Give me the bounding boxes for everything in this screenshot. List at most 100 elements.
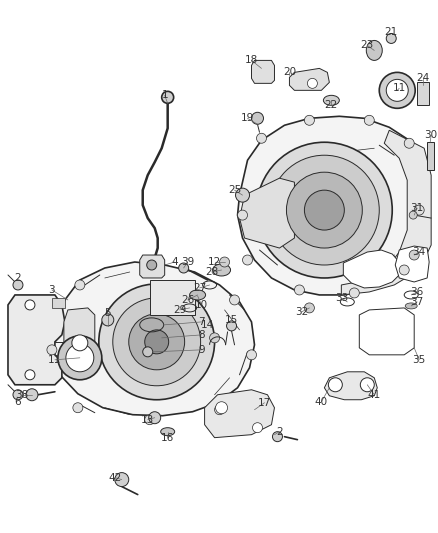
Text: 11: 11 xyxy=(392,83,406,93)
Circle shape xyxy=(25,300,35,310)
Text: 2: 2 xyxy=(276,427,283,437)
Circle shape xyxy=(149,411,161,424)
Text: 37: 37 xyxy=(410,297,424,307)
Polygon shape xyxy=(64,308,95,377)
Circle shape xyxy=(210,333,219,343)
Polygon shape xyxy=(395,246,429,282)
Circle shape xyxy=(272,432,283,442)
Ellipse shape xyxy=(212,264,230,276)
Ellipse shape xyxy=(113,298,201,386)
Text: 34: 34 xyxy=(413,247,426,257)
Circle shape xyxy=(328,378,343,392)
Text: 29: 29 xyxy=(173,305,186,315)
Text: 6: 6 xyxy=(14,397,21,407)
Circle shape xyxy=(145,415,155,425)
Circle shape xyxy=(26,389,38,401)
Circle shape xyxy=(304,115,314,125)
Polygon shape xyxy=(150,280,194,315)
Circle shape xyxy=(73,403,83,413)
Circle shape xyxy=(230,295,240,305)
Polygon shape xyxy=(8,295,65,385)
Ellipse shape xyxy=(286,172,362,248)
Text: 42: 42 xyxy=(108,473,121,482)
Circle shape xyxy=(379,72,415,108)
Ellipse shape xyxy=(129,314,185,370)
Text: 36: 36 xyxy=(410,287,424,297)
Text: 20: 20 xyxy=(283,67,296,77)
Ellipse shape xyxy=(323,95,339,106)
Circle shape xyxy=(75,280,85,290)
Text: 16: 16 xyxy=(161,433,174,443)
Circle shape xyxy=(215,402,228,414)
Text: 40: 40 xyxy=(315,397,328,407)
Text: 22: 22 xyxy=(325,100,338,110)
Text: 39: 39 xyxy=(181,257,194,267)
Ellipse shape xyxy=(99,284,215,400)
Text: 31: 31 xyxy=(410,203,424,213)
Circle shape xyxy=(414,205,424,215)
Polygon shape xyxy=(343,250,399,288)
Circle shape xyxy=(360,378,374,392)
Circle shape xyxy=(147,260,157,270)
Text: 14: 14 xyxy=(201,320,214,330)
Circle shape xyxy=(243,255,253,265)
Circle shape xyxy=(215,405,225,415)
Polygon shape xyxy=(341,130,431,295)
Text: 10: 10 xyxy=(195,300,208,310)
Text: 9: 9 xyxy=(198,345,205,355)
Circle shape xyxy=(304,303,314,313)
Ellipse shape xyxy=(405,303,417,309)
Polygon shape xyxy=(205,390,275,438)
Text: 1: 1 xyxy=(161,90,168,100)
Circle shape xyxy=(13,280,23,290)
Circle shape xyxy=(386,79,408,101)
Circle shape xyxy=(25,370,35,380)
Ellipse shape xyxy=(366,41,382,60)
Polygon shape xyxy=(237,116,427,295)
Text: 27: 27 xyxy=(193,283,206,293)
Text: 26: 26 xyxy=(181,295,194,305)
Circle shape xyxy=(236,188,250,202)
Polygon shape xyxy=(52,298,65,308)
Ellipse shape xyxy=(190,290,205,300)
Circle shape xyxy=(399,265,409,275)
Circle shape xyxy=(364,115,374,125)
Circle shape xyxy=(102,314,114,326)
Circle shape xyxy=(253,423,262,433)
Text: 17: 17 xyxy=(258,398,271,408)
Circle shape xyxy=(251,112,264,124)
Text: 18: 18 xyxy=(245,55,258,66)
Text: 5: 5 xyxy=(105,308,111,318)
Circle shape xyxy=(404,138,414,148)
Circle shape xyxy=(115,473,129,487)
Text: 8: 8 xyxy=(198,330,205,340)
Polygon shape xyxy=(290,68,329,90)
Circle shape xyxy=(226,321,237,331)
Polygon shape xyxy=(417,83,429,106)
Circle shape xyxy=(307,78,318,88)
Circle shape xyxy=(409,250,419,260)
Circle shape xyxy=(257,133,266,143)
Text: 15: 15 xyxy=(225,315,238,325)
Circle shape xyxy=(58,336,102,380)
Circle shape xyxy=(386,34,396,43)
Circle shape xyxy=(66,344,94,372)
Circle shape xyxy=(72,335,88,351)
Ellipse shape xyxy=(161,427,175,435)
Ellipse shape xyxy=(304,190,344,230)
Circle shape xyxy=(47,345,57,355)
Circle shape xyxy=(143,347,153,357)
Text: 32: 32 xyxy=(295,307,308,317)
Text: 41: 41 xyxy=(367,390,381,400)
Text: 35: 35 xyxy=(413,355,426,365)
Text: 25: 25 xyxy=(228,185,241,195)
Circle shape xyxy=(179,263,189,273)
Text: 23: 23 xyxy=(360,41,374,51)
Circle shape xyxy=(350,288,359,298)
Ellipse shape xyxy=(145,330,169,354)
Text: 24: 24 xyxy=(417,74,430,83)
Polygon shape xyxy=(240,178,294,248)
Circle shape xyxy=(409,211,417,219)
Text: 30: 30 xyxy=(424,130,438,140)
Circle shape xyxy=(162,91,173,103)
